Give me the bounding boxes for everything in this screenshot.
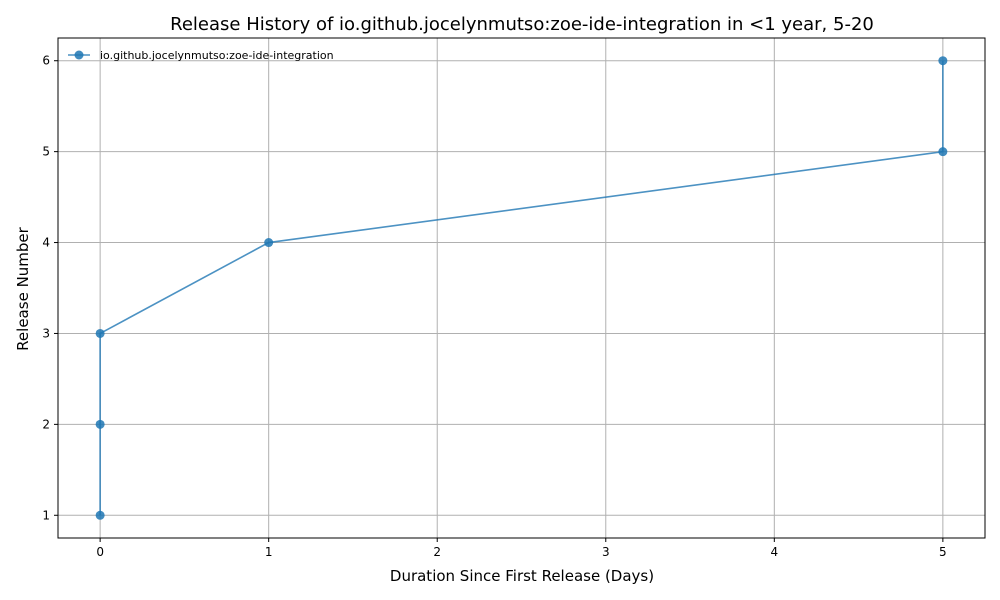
legend: io.github.jocelynmutso:zoe-ide-integrati…: [68, 49, 334, 62]
data-point: [95, 510, 105, 520]
legend-marker-swatch: [74, 50, 84, 60]
data-point: [938, 56, 948, 66]
x-axis-ticks: 0 1 2 3 4 5: [96, 538, 947, 559]
series-line: [99, 60, 944, 516]
data-point: [95, 328, 105, 338]
plot-area-frame: [57, 37, 986, 539]
y-axis-label: Release Number: [14, 226, 32, 350]
x-tick-label: 3: [602, 545, 610, 559]
chart-title: Release History of io.github.jocelynmuts…: [170, 14, 874, 35]
y-tick-label: 5: [42, 145, 50, 159]
y-tick-label: 1: [42, 508, 50, 522]
data-point: [95, 419, 105, 429]
y-axis-ticks: 1 2 3 4 5 6: [42, 54, 58, 522]
y-tick-label: 4: [42, 236, 50, 250]
x-tick-label: 0: [96, 545, 104, 559]
y-tick-label: 3: [42, 326, 50, 340]
x-tick-label: 5: [939, 545, 947, 559]
series-layer: [95, 56, 948, 520]
data-point: [264, 238, 274, 248]
x-tick-label: 2: [433, 545, 441, 559]
grid-lines: [58, 38, 985, 538]
x-tick-label: 1: [265, 545, 273, 559]
legend-entry-label: io.github.jocelynmutso:zoe-ide-integrati…: [100, 49, 334, 62]
x-tick-label: 4: [770, 545, 778, 559]
y-tick-label: 6: [42, 54, 50, 68]
y-tick-label: 2: [42, 417, 50, 431]
x-axis-label: Duration Since First Release (Days): [390, 567, 654, 585]
data-point: [938, 147, 948, 157]
